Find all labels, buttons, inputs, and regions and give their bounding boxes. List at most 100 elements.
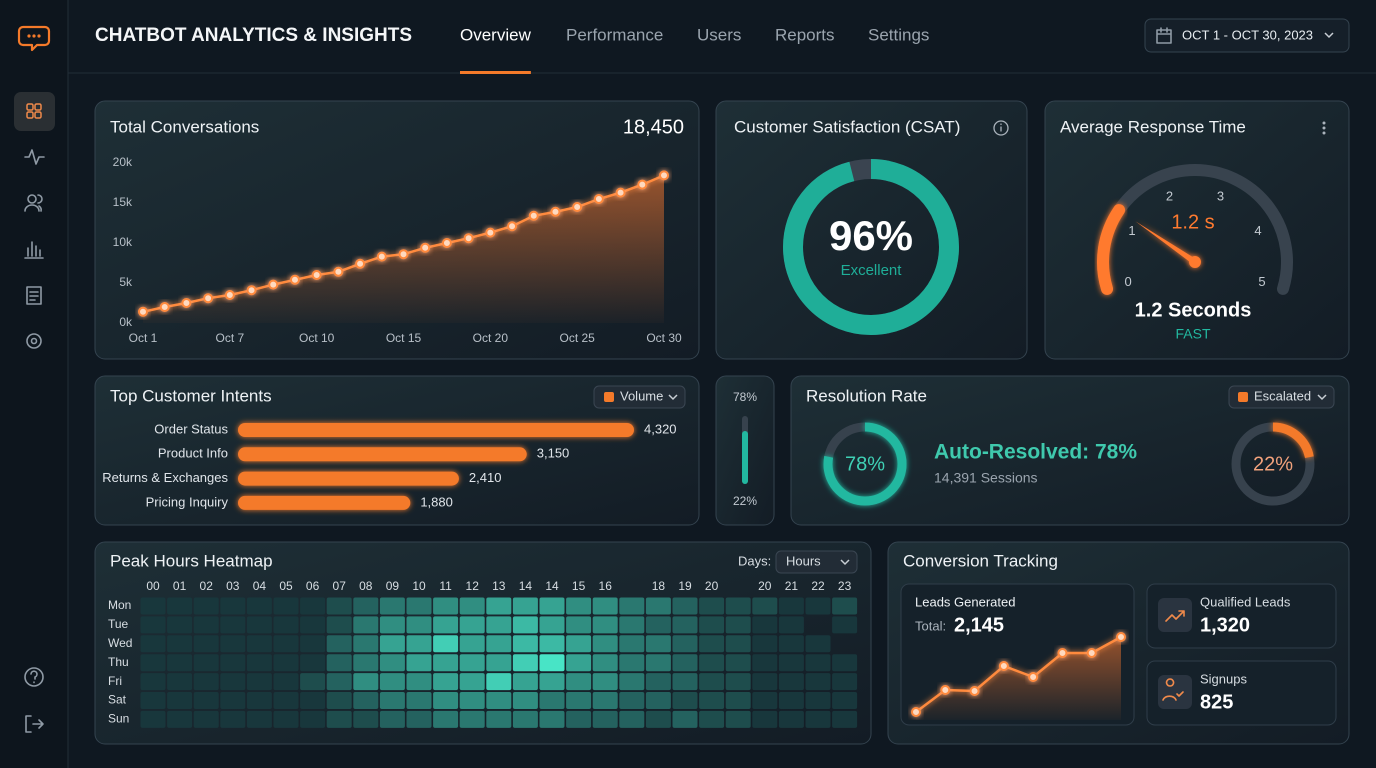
card-title: Resolution Rate — [806, 386, 927, 405]
value-label: 96% — [829, 212, 913, 259]
nav-tab[interactable]: Users — [697, 25, 741, 44]
heat-cell — [832, 673, 858, 691]
x-tick-label: Oct 30 — [646, 331, 682, 345]
nav-icon-grid[interactable] — [26, 111, 34, 119]
nav-tab[interactable]: Overview — [460, 25, 532, 44]
filter-button[interactable] — [593, 385, 686, 409]
point — [485, 227, 496, 238]
heat-cell — [220, 710, 246, 728]
heat-cell — [326, 597, 352, 615]
heat-cell — [645, 692, 671, 709]
nav-tab[interactable]: Performance — [566, 25, 663, 44]
y-tick-label: 15k — [113, 195, 133, 209]
heat-cell — [326, 654, 352, 672]
heat-cell — [752, 654, 778, 672]
column-label: 07 — [333, 579, 347, 593]
nav-tab[interactable]: Settings — [868, 25, 929, 44]
heat-cell — [619, 597, 645, 615]
heat-cell — [539, 673, 565, 691]
heat-cell — [725, 710, 751, 728]
heat-cell — [486, 597, 512, 615]
heat-cell — [592, 654, 618, 672]
stat-value: 825 — [1200, 691, 1233, 713]
select[interactable] — [775, 550, 858, 574]
card-title: Average Response Time — [1060, 117, 1246, 136]
logo-dot — [32, 34, 36, 38]
heat-cell — [406, 654, 432, 672]
heat-cell — [246, 692, 272, 709]
heat-cell — [193, 692, 219, 709]
stat-icon-bg — [1158, 598, 1192, 632]
nav-icon-gear[interactable] — [30, 337, 38, 345]
heat-cell — [672, 692, 698, 709]
point — [507, 221, 518, 232]
column-label: 02 — [200, 579, 214, 593]
filter-swatch — [604, 392, 614, 402]
row-label: Mon — [108, 598, 131, 612]
card — [1044, 100, 1350, 360]
heat-cell — [406, 710, 432, 728]
date-range[interactable]: OCT 1 - OCT 30, 2023 — [1182, 27, 1313, 42]
logo-dot — [27, 34, 31, 38]
heat-cell — [379, 616, 405, 634]
nav-active-bg[interactable] — [14, 92, 55, 131]
nav-icon-gear[interactable] — [26, 333, 42, 349]
column-label: 14 — [545, 579, 559, 593]
heat-cell — [725, 635, 751, 653]
area — [916, 637, 1121, 720]
heat-cell — [619, 654, 645, 672]
filter-button[interactable] — [1228, 385, 1335, 409]
nav-tab[interactable]: Reports — [775, 25, 835, 44]
heat-cell — [379, 710, 405, 728]
heat-cell — [805, 635, 831, 653]
nav-icon-help[interactable] — [24, 667, 44, 687]
row-label: Tue — [108, 617, 129, 631]
stat-card — [1146, 583, 1337, 649]
column-label: 20 — [705, 579, 719, 593]
date-picker[interactable] — [1144, 18, 1350, 53]
filter-label[interactable]: Volume — [620, 388, 663, 403]
nav-icon-grid[interactable] — [34, 103, 42, 111]
point — [940, 685, 951, 695]
heat-cell — [167, 635, 193, 653]
heat-cell — [645, 710, 671, 728]
point — [969, 686, 980, 696]
point — [289, 274, 300, 285]
point — [1116, 632, 1126, 642]
heat-cell — [566, 710, 592, 728]
stat-icon — [1165, 610, 1185, 622]
heat-cell — [486, 654, 512, 672]
x-tick-label: Oct 20 — [473, 331, 509, 345]
info-icon — [993, 120, 1009, 136]
select-label[interactable]: Hours — [786, 553, 821, 568]
heat-cell — [167, 597, 193, 615]
heat-cell — [140, 635, 166, 653]
filter-caption: Days: — [738, 553, 771, 568]
heat-cell — [433, 597, 459, 615]
heat-cell — [778, 616, 804, 634]
y-tick-label: 20k — [113, 155, 133, 169]
logo-dot — [37, 34, 41, 38]
heat-cell — [246, 673, 272, 691]
menu-dot — [1322, 121, 1326, 125]
chevron — [1324, 32, 1334, 39]
heat-cell — [406, 673, 432, 691]
heat-cell — [672, 673, 698, 691]
heat-cell — [167, 692, 193, 709]
point — [550, 206, 561, 217]
filter-label[interactable]: Escalated — [1254, 388, 1311, 403]
column-label: 05 — [279, 579, 293, 593]
column-label: 00 — [146, 579, 160, 593]
heat-cell — [459, 710, 485, 728]
heat-cell — [326, 673, 352, 691]
gauge-tick-label: 5 — [1258, 274, 1265, 289]
heat-cell — [512, 616, 538, 634]
point — [998, 661, 1009, 671]
bar-label: Product Info — [158, 446, 228, 461]
heat-cell — [592, 616, 618, 634]
nav-icon-grid[interactable] — [34, 111, 42, 119]
nav-icon-grid[interactable] — [26, 103, 34, 111]
nav-icon-users[interactable] — [27, 194, 37, 204]
row-label: Sun — [108, 712, 129, 726]
ring-value — [1231, 422, 1315, 506]
